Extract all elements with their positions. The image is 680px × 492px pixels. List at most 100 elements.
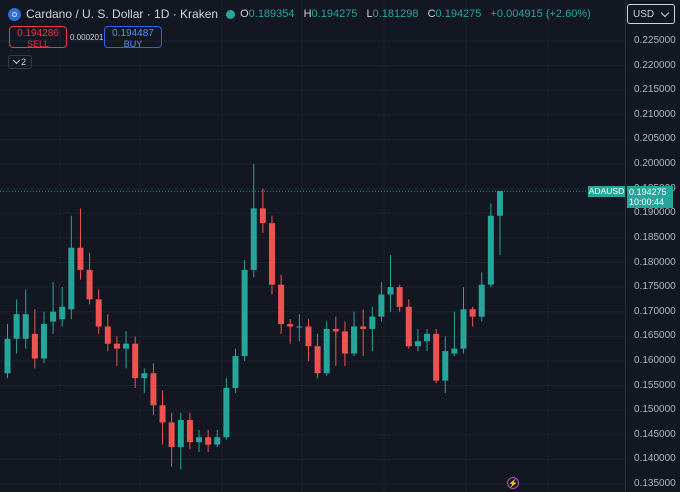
candle [68,215,75,320]
indicators-count: 2 [20,57,26,67]
candle-body [40,324,47,359]
symbol-header: Cardano / U. S. Dollar · 1D · Kraken O0.… [8,6,597,22]
candle [460,287,467,354]
candle-body [150,373,157,406]
close-key: C [427,8,436,20]
candle-body [469,309,476,317]
candle [278,274,285,334]
candle [369,306,376,352]
price-axis-label: 0.185000 [634,231,676,243]
price-axis-label: 0.165000 [634,330,676,342]
candle-body [250,208,257,270]
candle [378,282,385,322]
candle-body [186,420,193,443]
candle-body [241,269,248,357]
candle [396,284,403,312]
candle-body [378,294,385,317]
symbol-title[interactable]: Cardano / U. S. Dollar · 1D · Kraken [26,7,219,21]
candle [4,324,11,379]
candle-body [433,333,440,381]
price-axis-label: 0.175000 [634,281,676,293]
price-axis-label: 0.200000 [634,158,676,170]
candle [95,289,102,334]
buy-button[interactable]: 0.194487 BUY [104,26,162,49]
change-value: +0.004915 (+2.60%) [490,8,591,20]
price-axis-label: 0.135000 [634,478,676,489]
high-value: 0.194275 [311,8,358,20]
candle [323,321,330,376]
candle-body [424,333,431,342]
candle [296,314,303,342]
price-axis-label: 0.180000 [634,256,676,268]
candle-body [341,331,348,354]
candle [478,272,485,322]
candle-body [22,314,29,339]
candle-body [113,343,120,349]
sell-price: 0.194286 [17,28,59,39]
low-value: 0.181298 [372,8,419,20]
price-axis-label: 0.210000 [634,108,676,120]
last-price-badge: 0.194275 10:00:44 [627,186,673,208]
price-axis-label: 0.160000 [634,354,676,366]
candle [159,390,166,445]
candle [360,309,367,357]
candle [205,429,212,453]
candle-body [232,356,239,389]
candle-body [360,326,367,329]
currency-select[interactable]: USD [627,4,675,24]
candle-body [196,437,203,443]
last-price-value: 0.194275 [629,187,667,197]
candle [186,412,193,450]
candle-body [278,284,285,325]
sell-label: SELL [26,39,50,49]
sell-button[interactable]: 0.194286 SELL [9,26,67,49]
ticker-label: ADAUSD [588,186,625,197]
price-axis-label: 0.220000 [634,59,676,71]
candle [104,314,111,352]
lightning-icon[interactable]: ⚡ [507,477,519,489]
candle [496,191,503,256]
market-open-dot-icon [226,9,236,19]
candle-body [332,328,339,332]
ohlc-values: O0.189354 H0.194275 L0.181298 C0.194275 … [240,8,597,20]
candle-body [159,405,166,423]
cardano-logo-icon[interactable] [8,7,21,21]
candle-body [205,437,212,445]
candle [305,319,312,361]
candle [123,331,130,369]
price-axis-label: 0.215000 [634,84,676,96]
candle [196,429,203,453]
high-key: H [303,8,312,20]
candle-body [451,348,458,354]
candle [314,333,321,379]
candle-body [351,326,358,354]
candle [332,316,339,366]
candle [469,306,476,327]
price-axis-label: 0.170000 [634,305,676,317]
spread-value: 0.000201 [70,33,104,42]
chevron-down-icon [12,56,21,65]
candle-body [314,346,321,374]
candle-body [141,373,148,379]
price-axis-label: 0.140000 [634,453,676,465]
candle [168,412,175,467]
candle [22,289,29,349]
bar-countdown: 10:00:44 [629,197,665,207]
candle [268,215,275,295]
price-axis-label: 0.150000 [634,404,676,416]
close-value: 0.194275 [435,8,482,20]
candle [59,287,66,327]
candle [451,311,458,357]
candle [113,336,120,366]
indicators-toggle-button[interactable]: 2 [8,55,32,69]
candle [232,348,239,393]
candle [150,363,157,416]
price-axis-label: 0.155000 [634,379,676,391]
candle-body [287,324,294,327]
candle-body [132,343,139,379]
low-key: L [366,8,373,20]
candle-body [77,247,84,270]
candle [40,311,47,364]
